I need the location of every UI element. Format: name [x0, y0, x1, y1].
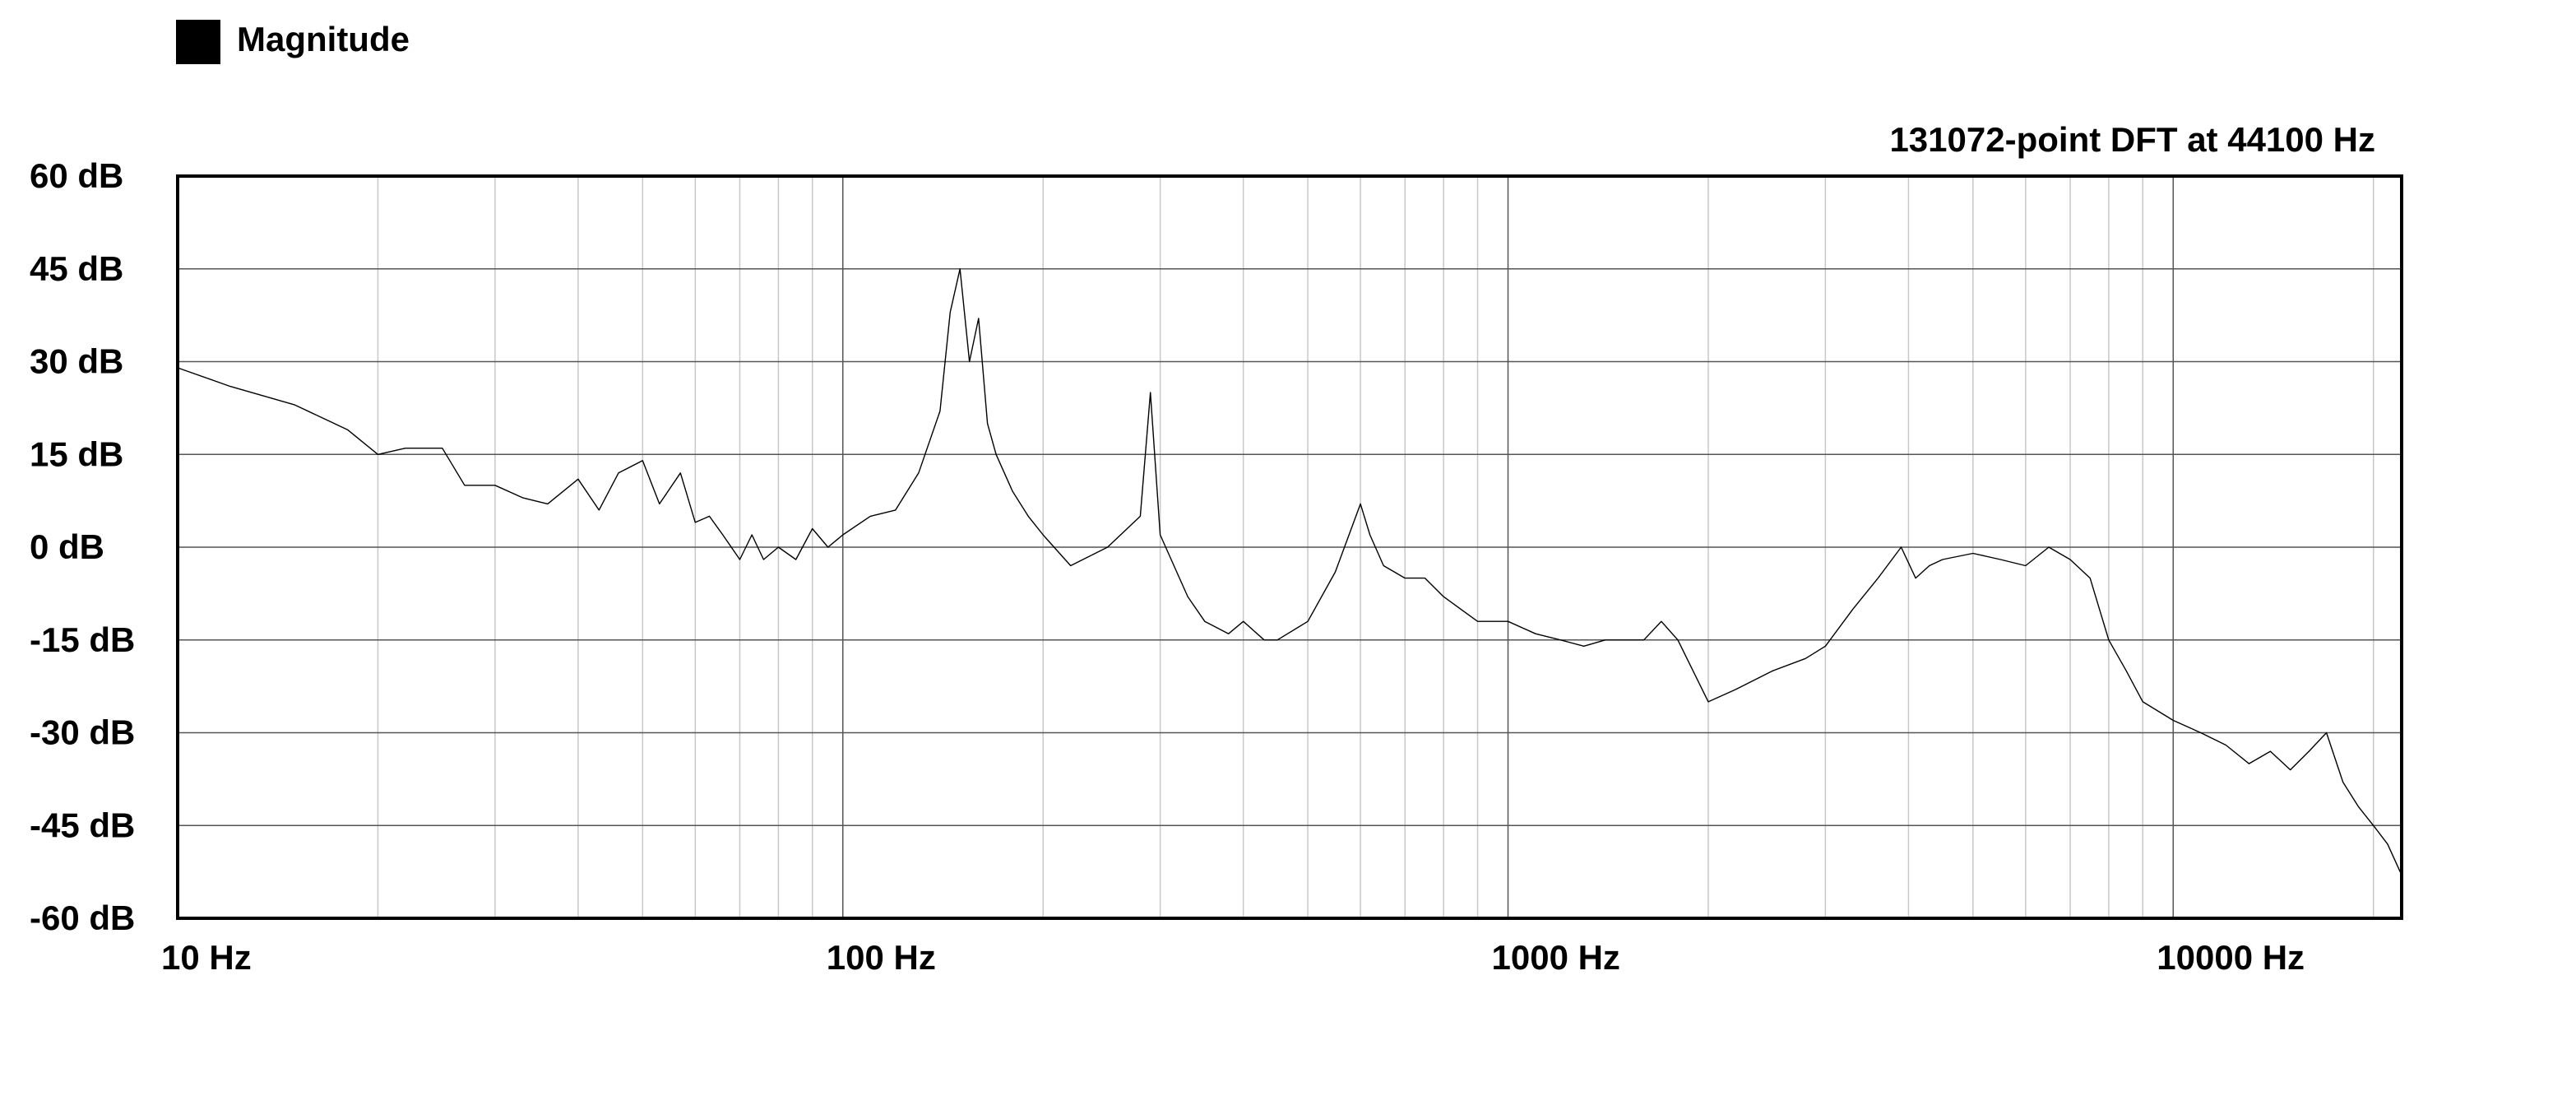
plot-frame — [176, 174, 2403, 920]
magnitude-series-line — [177, 268, 2402, 875]
y-axis-tick-labels: 60 dB 45 dB 30 dB 15 dB 0 dB -15 dB -30 dB -45 … — [30, 156, 135, 937]
y-tick-label: 15 dB — [30, 434, 123, 473]
y-tick-label: 30 dB — [30, 342, 123, 381]
y-tick-label: -60 dB — [30, 899, 135, 937]
x-tick-label: 10 Hz — [161, 938, 252, 977]
chart-title: 131072-point DFT at 44100 Hz — [1889, 120, 2375, 159]
x-tick-label: 10000 Hz — [2157, 938, 2305, 977]
y-tick-label: -15 dB — [30, 620, 135, 659]
legend: Magnitude — [176, 20, 410, 64]
legend-label: Magnitude — [237, 20, 410, 58]
y-tick-label: -30 dB — [30, 713, 135, 752]
y-tick-label: 60 dB — [30, 156, 123, 195]
x-tick-label: 1000 Hz — [1492, 938, 1620, 977]
x-axis-tick-labels: 10 Hz 100 Hz 1000 Hz 10000 Hz — [161, 938, 2305, 977]
legend-swatch — [176, 20, 220, 64]
y-tick-label: 45 dB — [30, 249, 123, 288]
x-tick-label: 100 Hz — [827, 938, 936, 977]
y-tick-label: -45 dB — [30, 806, 135, 844]
y-tick-label: 0 dB — [30, 527, 104, 566]
